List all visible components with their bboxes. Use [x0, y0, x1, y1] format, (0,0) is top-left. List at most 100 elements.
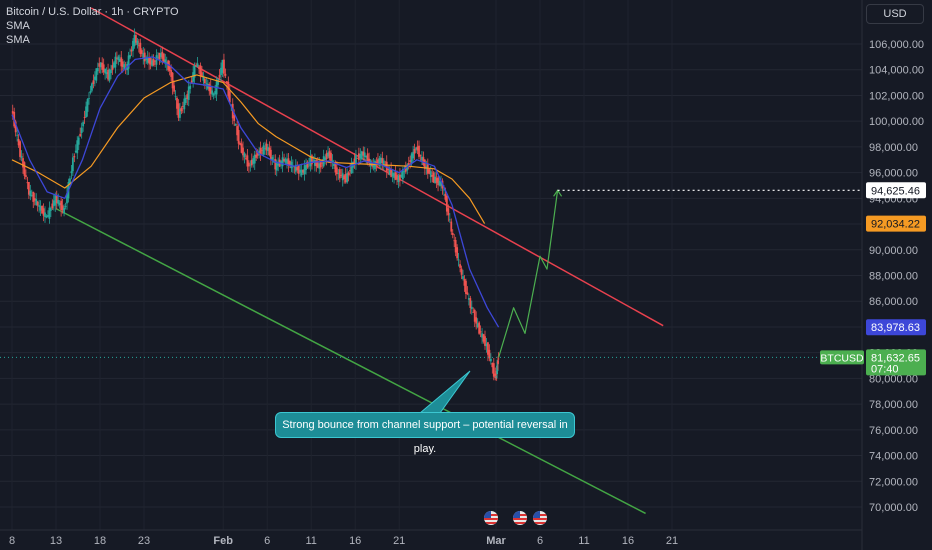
candle-body	[296, 167, 299, 171]
annotation-callout[interactable]: Strong bounce from channel support – pot…	[275, 412, 575, 455]
candle-body	[269, 149, 272, 160]
candle-body	[473, 309, 476, 322]
candle-body	[101, 62, 104, 70]
candle-body	[205, 83, 208, 85]
candle-body	[162, 53, 165, 63]
candle-body	[365, 155, 368, 158]
candle-body	[459, 264, 461, 268]
candle-body	[121, 61, 124, 67]
candle-body	[190, 80, 193, 83]
candle-body	[17, 138, 20, 146]
x-tick-label: Mar	[486, 535, 506, 547]
candle-body	[333, 163, 335, 166]
y-tick-label: 80,000.00	[869, 373, 918, 385]
x-tick-label: 6	[537, 535, 543, 547]
candle-body	[225, 81, 228, 84]
candle-body	[173, 85, 175, 92]
chart-series	[0, 7, 862, 515]
x-tick-label: 11	[305, 535, 316, 547]
candle-body	[42, 208, 45, 216]
candle-body	[91, 83, 93, 91]
candle-body	[57, 199, 60, 204]
candle-body	[290, 161, 293, 169]
candle-body	[497, 358, 500, 360]
candle-body	[233, 115, 236, 121]
currency-button[interactable]: USD	[866, 4, 924, 24]
candle-body	[277, 163, 280, 166]
price-label-value: 92,034.22	[871, 219, 920, 231]
sma-fast-line	[11, 56, 500, 328]
candle-body	[274, 159, 277, 170]
candle-body	[140, 50, 143, 54]
candle-body	[32, 191, 35, 202]
candle-body	[328, 151, 331, 159]
candle-body	[360, 151, 363, 160]
candle-body	[447, 208, 450, 216]
indicator-sma-slow-label[interactable]: SMA	[6, 34, 30, 46]
candle-body	[201, 72, 203, 77]
candle-body	[381, 158, 384, 164]
candle-body	[60, 200, 63, 211]
candle-body	[350, 162, 353, 174]
candle-body	[275, 161, 278, 171]
candle-body	[196, 63, 199, 68]
candle-body	[159, 53, 162, 58]
candle-body	[26, 182, 29, 184]
x-tick-label: 16	[622, 535, 634, 547]
candle-body	[369, 160, 372, 167]
candle-body	[11, 111, 14, 114]
candle-body	[393, 173, 395, 178]
candle-body	[261, 150, 263, 152]
candle-body	[80, 127, 83, 134]
candle-body	[36, 201, 39, 206]
us-flag-event-icon[interactable]	[533, 511, 547, 525]
y-tick-label: 74,000.00	[869, 451, 918, 463]
candle-body	[20, 156, 23, 158]
candle-body	[371, 163, 373, 167]
candle-body	[475, 317, 478, 324]
candle-body	[19, 141, 21, 157]
candle-body	[49, 208, 52, 211]
candle-body	[245, 157, 247, 159]
us-flag-event-icon[interactable]	[484, 511, 498, 525]
candle-body	[315, 160, 318, 167]
candle-body	[208, 84, 211, 92]
candle-body	[35, 199, 38, 205]
us-flag-event-icon[interactable]	[513, 511, 527, 525]
candle-body	[453, 240, 456, 242]
candle-body	[306, 161, 309, 168]
candle-body	[495, 376, 498, 378]
y-tick-label: 88,000.00	[869, 271, 918, 283]
candle-body	[145, 57, 148, 60]
candle-body	[305, 164, 307, 171]
candle-body	[391, 172, 394, 177]
price-label-target	[866, 182, 926, 199]
y-tick-label: 106,000.00	[869, 39, 924, 51]
candle-body	[289, 160, 291, 166]
candle-body	[88, 98, 90, 99]
candle-body	[74, 150, 77, 153]
x-tick-label: 21	[393, 535, 405, 547]
candle-body	[195, 65, 197, 67]
candle-body	[491, 362, 494, 368]
price-label-sma-fast	[866, 319, 926, 336]
candle-body	[321, 162, 324, 164]
candle-body	[467, 298, 470, 300]
candle-body	[77, 137, 80, 145]
candle-body	[309, 156, 312, 167]
candle-body	[234, 124, 237, 126]
candle-body	[179, 109, 181, 118]
candle-body	[448, 219, 451, 221]
candle-body	[118, 58, 121, 62]
indicator-sma-fast-label[interactable]: SMA	[6, 20, 30, 32]
candle-body	[319, 162, 322, 168]
candle-body	[129, 54, 131, 58]
x-tick-label: 21	[666, 535, 678, 547]
y-tick-label: 104,000.00	[869, 65, 924, 77]
candle-body	[130, 49, 133, 52]
symbol-title[interactable]: Bitcoin / U.S. Dollar · 1h · CRYPTO	[6, 6, 179, 18]
candle-body	[73, 156, 76, 158]
candle-body	[445, 195, 448, 212]
x-tick-label: 16	[349, 535, 361, 547]
